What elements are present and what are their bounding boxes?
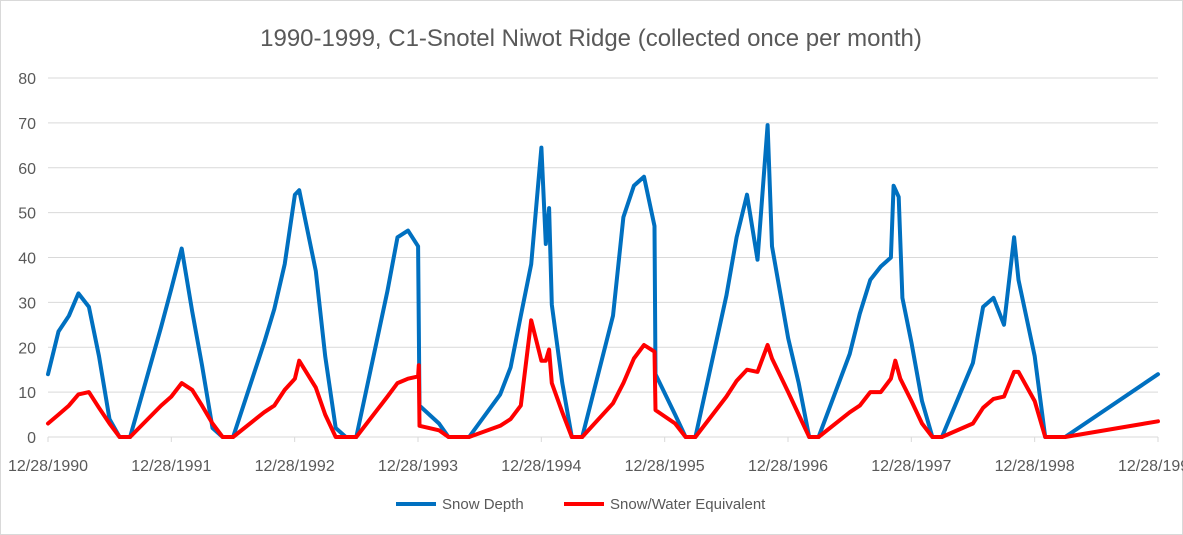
gridlines [48, 77, 1158, 438]
x-tick-label: 12/28/1995 [625, 458, 705, 475]
series-line-snow-depth [46, 123, 1160, 439]
y-tick-label: 70 [18, 116, 36, 133]
x-tick-label: 12/28/1998 [995, 458, 1075, 475]
y-tick-label: 10 [18, 385, 36, 402]
x-tick-label: 12/28/1992 [255, 458, 335, 475]
legend-label-snow-water-equivalent: Snow/Water Equivalent [610, 496, 766, 513]
series-line-snow-water-equivalent [46, 318, 1160, 439]
x-axis-ticks: 12/28/1990 12/28/1991 12/28/1992 12/28/1993… [8, 437, 1183, 475]
y-axis-ticks: 0 10 20 30 40 50 60 70 80 [18, 71, 36, 447]
x-tick-label: 12/28/1994 [501, 458, 581, 475]
y-tick-label: 30 [18, 295, 36, 312]
x-tick-label: 12/28/1999 [1118, 458, 1183, 475]
x-tick-label: 12/28/1990 [8, 458, 88, 475]
y-tick-label: 20 [18, 340, 36, 357]
chart-title: 1990-1999, C1-Snotel Niwot Ridge (collec… [260, 25, 922, 52]
y-tick-label: 60 [18, 161, 36, 178]
y-tick-label: 50 [18, 206, 36, 223]
x-tick-label: 12/28/1997 [871, 458, 951, 475]
legend-label-snow-depth: Snow Depth [442, 496, 524, 513]
series-lines [46, 123, 1160, 439]
x-tick-label: 12/28/1991 [131, 458, 211, 475]
x-tick-label: 12/28/1996 [748, 458, 828, 475]
x-tick-label: 12/28/1993 [378, 458, 458, 475]
legend: Snow Depth Snow/Water Equivalent [396, 496, 766, 513]
y-tick-label: 40 [18, 251, 36, 268]
y-tick-label: 0 [27, 430, 36, 447]
y-tick-label: 80 [18, 71, 36, 88]
